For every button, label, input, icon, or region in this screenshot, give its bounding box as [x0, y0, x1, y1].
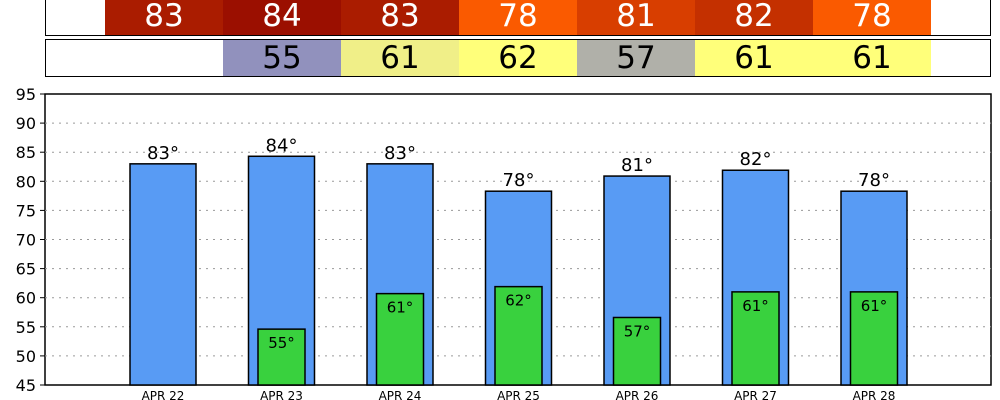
x-tick-label: APR 23 [260, 389, 303, 400]
low-temp-cell-6: 61 [695, 40, 813, 76]
high-temp-cell-5: 81 [577, 0, 695, 35]
x-tick-label: APR 28 [853, 389, 896, 400]
high-temp-cell-6: 82 [695, 0, 813, 35]
high-temp-cell-3: 83 [341, 0, 459, 35]
high-temp-cell-1: 83 [105, 0, 223, 35]
high-bar-label: 84° [266, 135, 298, 156]
low-temp-cell-1 [105, 40, 223, 76]
low-bar-label: 61° [742, 297, 769, 315]
y-tick-label: 85 [16, 143, 36, 162]
low-bar [494, 285, 543, 386]
high-bar [129, 163, 197, 386]
high-bar-label: 82° [740, 149, 772, 170]
x-tick-label: APR 22 [142, 389, 185, 400]
low-temperature-strip: 55 61 62 57 61 61 [45, 39, 991, 77]
low-bar-label: 62° [505, 292, 532, 310]
high-temp-cell-2: 84 [223, 0, 341, 35]
low-bar-label: 55° [268, 334, 295, 352]
low-temp-cell-2: 55 [223, 40, 341, 76]
high-temp-cell-7: 78 [813, 0, 931, 35]
y-tick-label: 90 [16, 114, 36, 133]
high-bar-label: 78° [858, 170, 890, 191]
low-temp-cell-5: 57 [577, 40, 695, 76]
y-tick-label: 70 [16, 231, 36, 250]
low-temp-cell-3: 61 [341, 40, 459, 76]
x-tick-label: APR 26 [616, 389, 659, 400]
y-tick-label: 55 [16, 318, 36, 337]
low-bar [375, 292, 425, 386]
low-bar [849, 291, 899, 386]
high-bar-label: 78° [503, 170, 535, 191]
low-temp-cell-4: 62 [459, 40, 577, 76]
x-tick-label: APR 24 [379, 389, 422, 400]
low-bar-label: 61° [387, 299, 414, 317]
low-bar [612, 316, 662, 386]
x-tick-label: APR 25 [497, 389, 540, 400]
high-bar-label: 81° [621, 155, 653, 176]
y-tick-label: 75 [16, 201, 36, 220]
high-bar-label: 83° [147, 143, 179, 164]
y-tick-label: 45 [16, 376, 36, 395]
low-temp-cell-7: 61 [813, 40, 931, 76]
y-tick-label: 95 [16, 85, 36, 104]
high-temperature-strip: 83 84 83 78 81 82 78 [45, 0, 991, 36]
y-tick-label: 50 [16, 347, 36, 366]
y-tick-label: 80 [16, 172, 36, 191]
low-bar [257, 328, 306, 386]
y-tick-label: 60 [16, 289, 36, 308]
low-bar [731, 291, 780, 386]
x-tick-label: APR 27 [734, 389, 777, 400]
high-temp-cell-4: 78 [459, 0, 577, 35]
low-bar-label: 61° [861, 297, 888, 315]
y-tick-label: 65 [16, 260, 36, 279]
low-bar-label: 57° [624, 322, 651, 340]
high-bar-label: 83° [384, 143, 416, 164]
